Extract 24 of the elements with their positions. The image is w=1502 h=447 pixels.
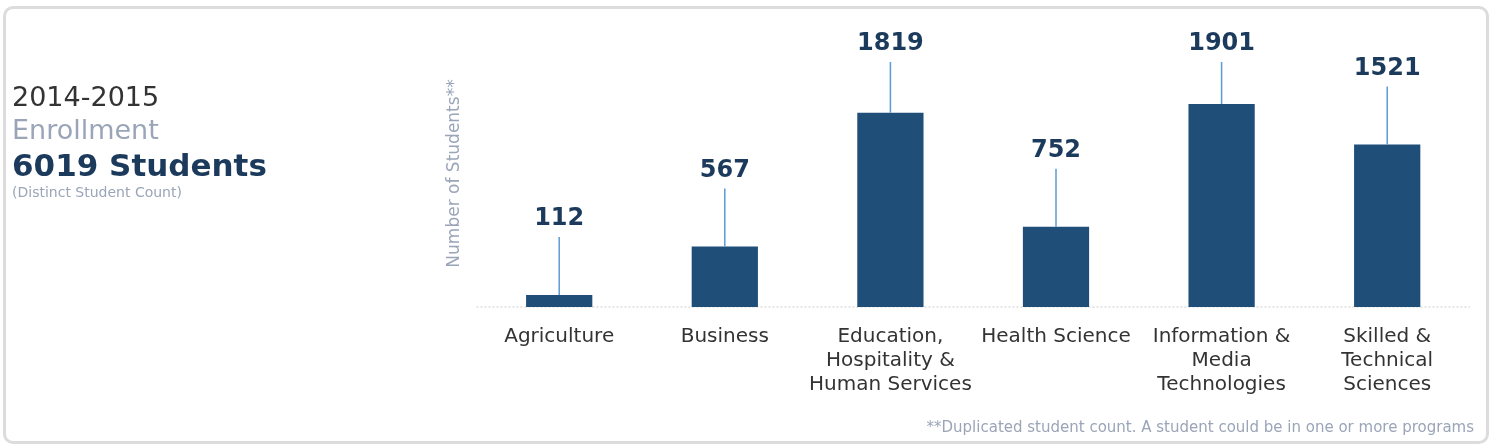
x-tick-label: Information & Media Technologies — [1152, 323, 1291, 396]
text: 6019 Students — [12, 146, 268, 184]
bar — [857, 112, 924, 307]
text: Enrollment — [12, 114, 160, 146]
y-axis-title: Number of Students** — [442, 79, 463, 268]
data-label: 1819 — [857, 28, 924, 57]
x-tick-label: Health Science — [981, 323, 1131, 348]
x-tick-label: Agriculture — [504, 323, 615, 348]
data-label: 752 — [1030, 134, 1082, 163]
x-tick-label: Education, Hospitality & Human Services — [808, 323, 972, 396]
x-tick-label: Skilled & Technical Sciences — [1340, 323, 1434, 396]
data-label: 1901 — [1188, 28, 1255, 57]
bar — [1022, 226, 1090, 307]
text: 2014-2015 — [12, 80, 161, 114]
data-label: 112 — [534, 203, 585, 232]
text: (Distinct Student Count) — [12, 184, 183, 200]
text: **Duplicated student count. A student could be in one or more programs — [926, 418, 1474, 436]
data-label: 1521 — [1353, 52, 1421, 81]
bar — [691, 246, 758, 307]
x-tick-label: Business — [680, 323, 769, 348]
bar — [1354, 144, 1421, 307]
data-label: 567 — [699, 154, 750, 183]
bar — [526, 295, 593, 307]
bar — [1188, 103, 1255, 307]
